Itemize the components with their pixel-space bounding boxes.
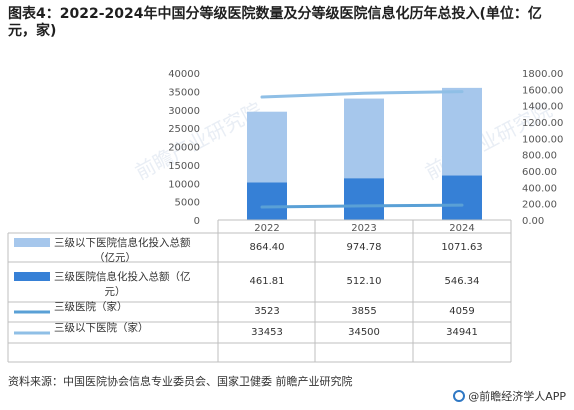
- legend-label: 三级医院（家）: [54, 300, 128, 313]
- right-axis-tick-label: 1400.00: [522, 102, 563, 113]
- left-axis-tick-label: 10000: [168, 179, 200, 190]
- left-axis-tick-label: 0: [194, 216, 200, 227]
- right-axis-tick-label: 1800.00: [522, 69, 563, 80]
- table-cell-value: 461.81: [250, 276, 285, 287]
- brand-credit: @前瞻经济学人APP: [453, 388, 566, 404]
- legend-label: 三级以下医院（家）: [54, 321, 149, 334]
- bar-2023-below-tier3-investment: [344, 98, 384, 179]
- bar-2023-tier3-investment: [344, 178, 384, 220]
- right-axis-tick-label: 400.00: [522, 183, 557, 194]
- left-axis-tick-label: 35000: [168, 87, 200, 98]
- chart-title: 图表4：2022-2024年中国分等级医院数量及分等级医院信息化历年总投入(单位…: [8, 6, 542, 39]
- legend-label: 三级医院信息化投入总额（亿: [54, 270, 191, 283]
- category-label-2023: 2023: [351, 223, 376, 234]
- left-axis-tick-label: 20000: [168, 143, 200, 154]
- table-cell-value: 3855: [351, 306, 376, 317]
- bar-2024-tier3-investment: [442, 175, 482, 220]
- table-cell-value: 974.78: [347, 242, 382, 253]
- left-axis-tick-label: 40000: [168, 69, 200, 80]
- brand-text: @前瞻经济学人APP: [468, 390, 566, 403]
- table-cell-value: 1071.63: [441, 242, 482, 253]
- category-label-2022: 2022: [254, 223, 279, 234]
- left-axis-tick-label: 30000: [168, 106, 200, 117]
- line-tier3-hospital-count: [260, 203, 464, 209]
- brand-logo-icon: [453, 390, 466, 402]
- right-axis-tick-label: 1000.00: [522, 134, 563, 145]
- legend-label: 元）: [105, 286, 126, 298]
- left-axis-tick-label: 25000: [168, 124, 200, 135]
- table-cell-value: 546.34: [445, 276, 480, 287]
- right-axis-tick-label: 1200.00: [522, 118, 563, 129]
- left-axis-tick-label: 15000: [168, 161, 200, 172]
- table-cell-value: 34941: [446, 327, 478, 338]
- legend-label: （亿元）: [94, 251, 136, 264]
- bar-2024-below-tier3-investment: [442, 87, 482, 176]
- line-below-tier3-hospital-count: [260, 90, 464, 99]
- right-axis-tick-label: 600.00: [522, 167, 557, 178]
- table-cell-value: 34500: [348, 327, 380, 338]
- right-axis-tick-label: 200.00: [522, 200, 557, 211]
- table-cell-value: 33453: [251, 327, 283, 338]
- table-cell-value: 864.40: [250, 242, 285, 253]
- right-axis-tick-label: 1600.00: [522, 85, 563, 96]
- right-axis-tick-label: 800.00: [522, 151, 557, 162]
- source-note: 资料来源：中国医院协会信息专业委员会、国家卫健委 前瞻产业研究院: [8, 375, 353, 388]
- left-axis-tick-label: 5000: [175, 198, 200, 209]
- legend-label: 三级以下医院信息化投入总额: [54, 236, 191, 249]
- legend-swatch: [14, 272, 50, 281]
- chart-area: 前瞻产业研究院 前瞻产业研究院05000100001500020000250003…: [7, 69, 563, 363]
- right-axis-tick-label: 0.00: [522, 216, 544, 227]
- bar-2022-tier3-investment: [247, 182, 287, 220]
- legend-swatch: [14, 238, 50, 247]
- table-cell-value: 4059: [449, 306, 474, 317]
- bar-2022-below-tier3-investment: [247, 111, 287, 183]
- table-cell-value: 512.10: [347, 276, 382, 287]
- table-cell-value: 3523: [254, 306, 279, 317]
- category-label-2024: 2024: [449, 223, 474, 234]
